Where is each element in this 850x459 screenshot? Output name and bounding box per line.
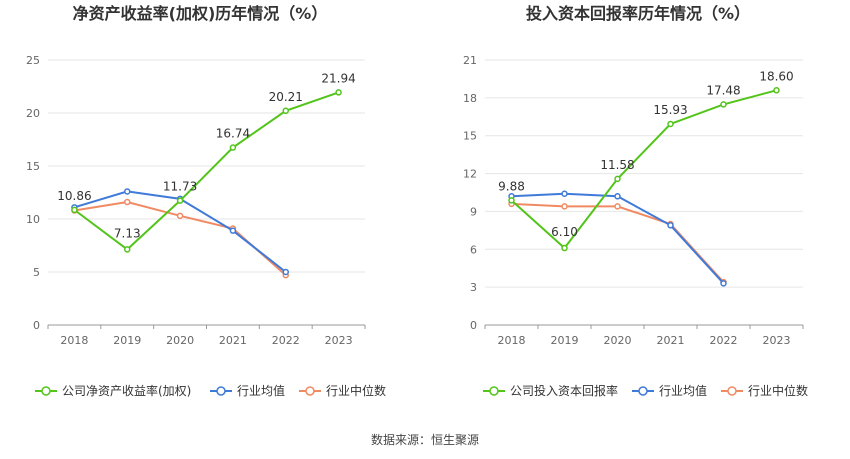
y-tick-label: 6: [470, 243, 477, 256]
x-tick-label: 2020: [604, 334, 632, 347]
y-tick-label: 18: [463, 92, 477, 105]
roe-chart: 净资产收益率(加权)历年情况（%） 0 5 10 15 20 25 2018 2019 2020 2…: [26, 4, 386, 398]
data-point: [614, 203, 621, 210]
roic-chart: 投入资本回报率历年情况（%） 0 3 6 9 12 15 18 21 2018 2019 2020 20…: [463, 4, 808, 398]
y-tick-label: 3: [470, 281, 477, 294]
legend-marker: [638, 386, 648, 396]
data-label: 21.94: [321, 71, 355, 85]
chart-title: 投入资本回报率历年情况（%）: [526, 4, 750, 23]
y-tick-label: 21: [463, 54, 477, 67]
y-tick-label: 9: [470, 205, 477, 218]
x-tick-label: 2019: [551, 334, 579, 347]
data-label: 17.48: [706, 83, 740, 97]
data-point: [229, 144, 237, 151]
data-label: 15.93: [653, 103, 687, 117]
data-point: [282, 268, 289, 276]
x-tick-label: 2021: [219, 334, 247, 347]
data-point: [176, 197, 184, 204]
data-point: [124, 188, 131, 195]
y-tick-label: 5: [33, 266, 40, 279]
legend-marker: [727, 386, 737, 396]
x-tick-label: 2020: [166, 334, 194, 347]
legend-label: 公司净资产收益率(加权): [62, 383, 191, 398]
legend-label: 行业均值: [659, 383, 707, 398]
data-point: [773, 87, 780, 94]
y-tick-label: 15: [463, 130, 477, 143]
data-point: [667, 222, 674, 229]
data-label: 9.88: [498, 179, 525, 193]
y-tick-label: 15: [26, 160, 40, 173]
data-label: 7.13: [114, 226, 141, 240]
data-label: 6.10: [551, 225, 578, 239]
series-line: [73, 91, 339, 251]
y-tick-label: 12: [463, 168, 477, 181]
data-point: [667, 120, 674, 128]
data-point: [124, 198, 131, 206]
data-point: [561, 244, 568, 252]
data-point: [176, 212, 184, 220]
x-tick-label: 2023: [763, 334, 791, 347]
legend-label: 公司投入资本回报率: [510, 383, 618, 398]
y-tick-label: 20: [26, 107, 40, 120]
data-label: 16.74: [216, 127, 250, 141]
data-point: [561, 190, 568, 198]
data-label: 10.86: [57, 189, 91, 203]
x-tick-label: 2018: [60, 334, 88, 347]
x-tick-label: 2021: [657, 334, 685, 347]
series-line: [511, 202, 725, 283]
data-source-footer: 数据来源：恒生聚源: [370, 433, 479, 447]
legend-marker: [216, 386, 226, 396]
x-tick-label: 2023: [325, 334, 353, 347]
data-point: [71, 206, 78, 214]
legend-label: 行业中位数: [748, 383, 808, 398]
data-point: [508, 197, 515, 204]
data-point: [124, 246, 131, 253]
data-point: [335, 89, 342, 96]
data-point: [282, 107, 289, 115]
x-tick-label: 2018: [498, 334, 526, 347]
legend-marker: [41, 386, 51, 396]
x-tick-label: 2019: [113, 334, 141, 347]
y-tick-label: 0: [470, 319, 477, 332]
data-label: 20.21: [269, 90, 303, 104]
y-tick-label: 10: [26, 213, 40, 226]
legend-label: 行业中位数: [326, 383, 386, 398]
legend-marker: [305, 386, 315, 396]
legend-label: 行业均值: [237, 383, 285, 398]
x-tick-label: 2022: [710, 334, 738, 347]
data-point: [561, 203, 568, 210]
x-tick-label: 2022: [272, 334, 300, 347]
data-point: [720, 280, 727, 287]
legend-marker: [489, 386, 499, 396]
y-tick-label: 25: [26, 54, 40, 67]
y-tick-label: 0: [33, 319, 40, 332]
data-point: [614, 175, 621, 183]
data-label: 11.58: [600, 158, 634, 172]
data-point: [229, 227, 237, 234]
data-point: [614, 193, 621, 200]
series-line: [510, 89, 777, 250]
chart-title: 净资产收益率(加权)历年情况（%）: [73, 4, 328, 23]
data-label: 11.73: [163, 180, 197, 194]
data-label: 18.60: [759, 69, 793, 83]
data-point: [720, 101, 727, 108]
